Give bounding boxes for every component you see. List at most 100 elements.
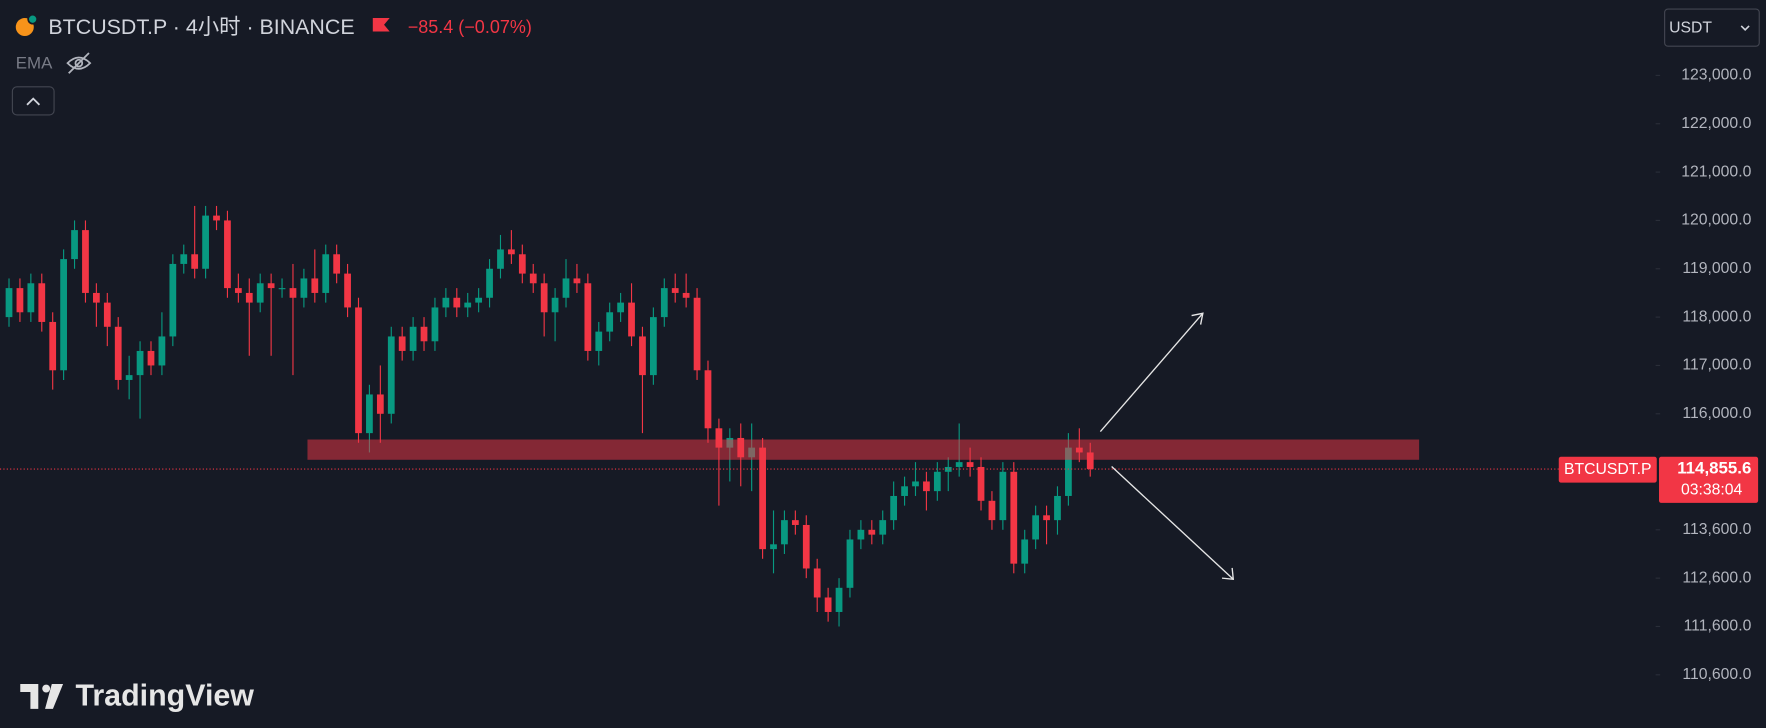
price-tag-label: 114,855.6 [1677,459,1751,478]
candle-body [715,428,723,448]
candle-body [1010,471,1018,564]
candle-body [944,466,952,472]
candle-body [1021,539,1029,564]
symbol-tag [1558,456,1657,483]
y-tick-label: 113,600.0 [1682,521,1751,538]
candle-body [1054,495,1061,521]
plot [0,74,1661,676]
candle-body [93,292,100,303]
candle-body [846,539,854,588]
candle-body [1065,447,1072,496]
indicator-name[interactable]: EMA [16,54,53,73]
candle-body [595,331,603,351]
collapse-button[interactable] [11,86,55,116]
candle-body [431,307,439,342]
candle-body [136,350,144,376]
y-tick-label: 121,000.0 [1681,163,1751,180]
candle-body [311,278,319,293]
arrow-up [1099,312,1204,433]
countdown-label: 03:38:04 [1681,482,1743,499]
candle-body [103,302,111,327]
candle-body [49,321,57,371]
currency-select[interactable] [1664,8,1760,47]
candle-body [628,302,635,337]
candle-body [955,462,963,467]
coin-badge [27,13,39,25]
candle-body [442,297,450,308]
candle-body [278,288,286,290]
candle-body [234,288,242,293]
arrow-down [1111,466,1234,580]
y-tick-label: 111,600.0 [1684,618,1752,635]
y-tick-label: 123,000.0 [1681,67,1751,84]
chevron-icon [26,97,41,106]
candle-body [988,500,996,521]
candle-body [518,254,526,274]
candle-body [82,230,89,293]
arrow-up-head [1191,312,1204,325]
candle-body [617,302,624,313]
candle-body [464,302,472,308]
candle-body [180,254,188,264]
candle-body [38,283,46,322]
symbol-title: BTCUSDT.P · 4小时 · BINANCE [48,15,354,39]
candle-body [114,326,122,380]
y-tick-label: 119,000.0 [1682,260,1751,277]
candle-body [333,254,341,274]
candle-body [682,292,690,298]
flag-icon [372,18,390,32]
candle-body [802,524,810,569]
candle-body [977,466,985,501]
candle-body [529,273,537,284]
candle-body [660,288,668,318]
candle-body [770,544,777,550]
y-tick-label: 110,600.0 [1682,666,1751,683]
candle-body [27,283,35,313]
candle-body [912,481,919,487]
candle-body [71,230,78,260]
candle-body [497,249,504,269]
candle-body [791,520,799,525]
candle-body [868,529,876,535]
currency-label: USDT [1669,19,1712,36]
candle-body [486,268,493,298]
candle-body [879,520,887,535]
candle-body [453,297,461,308]
candle-body [508,249,515,255]
candle-body [202,215,209,269]
symbol-tag-label: BTCUSDT.P [1564,461,1652,478]
candle-body [300,278,308,298]
candle-body [704,370,712,429]
candle-body [857,529,865,540]
candle-body [366,394,373,434]
zone-rectangle [307,439,1420,460]
visibility-icon[interactable] [66,52,92,74]
y-tick-label: 117,000.0 [1682,357,1751,374]
candle-body [999,471,1007,521]
candle-body [606,312,614,332]
candle-body [60,259,67,371]
candle-body [475,297,483,303]
candle-body [759,447,766,550]
logo-icon [20,684,64,709]
candle-body [398,336,406,351]
candle-body [344,273,351,308]
candle-body [158,336,166,366]
candle-body [224,220,231,289]
watermark: TradingView [75,679,254,713]
candle-body [125,375,133,380]
y-tick-label: 116,000.0 [1682,405,1751,422]
candle-body [1086,452,1094,470]
y-tick-label: 120,000.0 [1681,212,1751,229]
candle-body [933,471,941,492]
candle-body [355,307,362,434]
arrow-down-head [1221,567,1235,580]
candle-body [245,292,253,303]
price-tag [1659,456,1759,503]
price-change: −85.4 (−0.07%) [408,17,532,37]
y-tick-label: 118,000.0 [1682,308,1751,325]
candle-body [824,597,832,612]
candle-body [322,254,330,293]
candle-body [551,297,559,313]
